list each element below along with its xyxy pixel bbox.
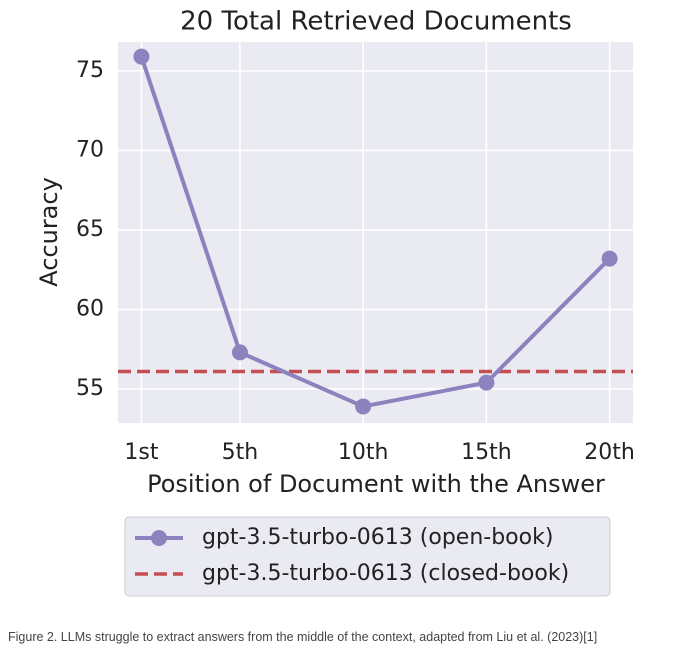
- x-axis-label: Position of Document with the Answer: [147, 470, 605, 498]
- data-point: [478, 374, 495, 391]
- y-tick-label: 75: [76, 58, 104, 83]
- marks: [118, 48, 633, 415]
- legend-label: gpt-3.5-turbo-0613 (closed-book): [202, 561, 569, 586]
- chart: 20 Total Retrieved Documents Position of…: [35, 7, 635, 597]
- legend-label: gpt-3.5-turbo-0613 (open-book): [202, 525, 553, 550]
- data-point: [355, 398, 372, 415]
- x-tick-label: 20th: [584, 440, 635, 465]
- data-point: [601, 250, 618, 267]
- y-tick-label: 60: [76, 296, 104, 321]
- legend: [124, 516, 611, 597]
- y-axis-label: Accuracy: [35, 177, 63, 287]
- legend-entries: gpt-3.5-turbo-0613 (open-book) gpt-3.5-tu…: [135, 525, 569, 586]
- legend-swatch: [151, 530, 167, 546]
- caption: Figure 2. LLMs struggle to extract answe…: [8, 630, 598, 644]
- x-tick-label: 15th: [461, 440, 512, 465]
- y-tick-label: 55: [76, 376, 104, 401]
- x-tick-label: 1st: [124, 440, 158, 465]
- x-tick-label: 5th: [222, 440, 259, 465]
- data-point: [231, 344, 248, 361]
- grid: 55 60 65 70 75 1st 5th 10th 15th 20th: [76, 42, 635, 465]
- y-tick-label: 65: [76, 217, 104, 242]
- data-point: [133, 48, 150, 65]
- x-tick-label: 10th: [338, 440, 389, 465]
- plot-area: [118, 42, 633, 423]
- y-tick-label: 70: [76, 137, 104, 162]
- chart-title: 20 Total Retrieved Documents: [180, 7, 572, 37]
